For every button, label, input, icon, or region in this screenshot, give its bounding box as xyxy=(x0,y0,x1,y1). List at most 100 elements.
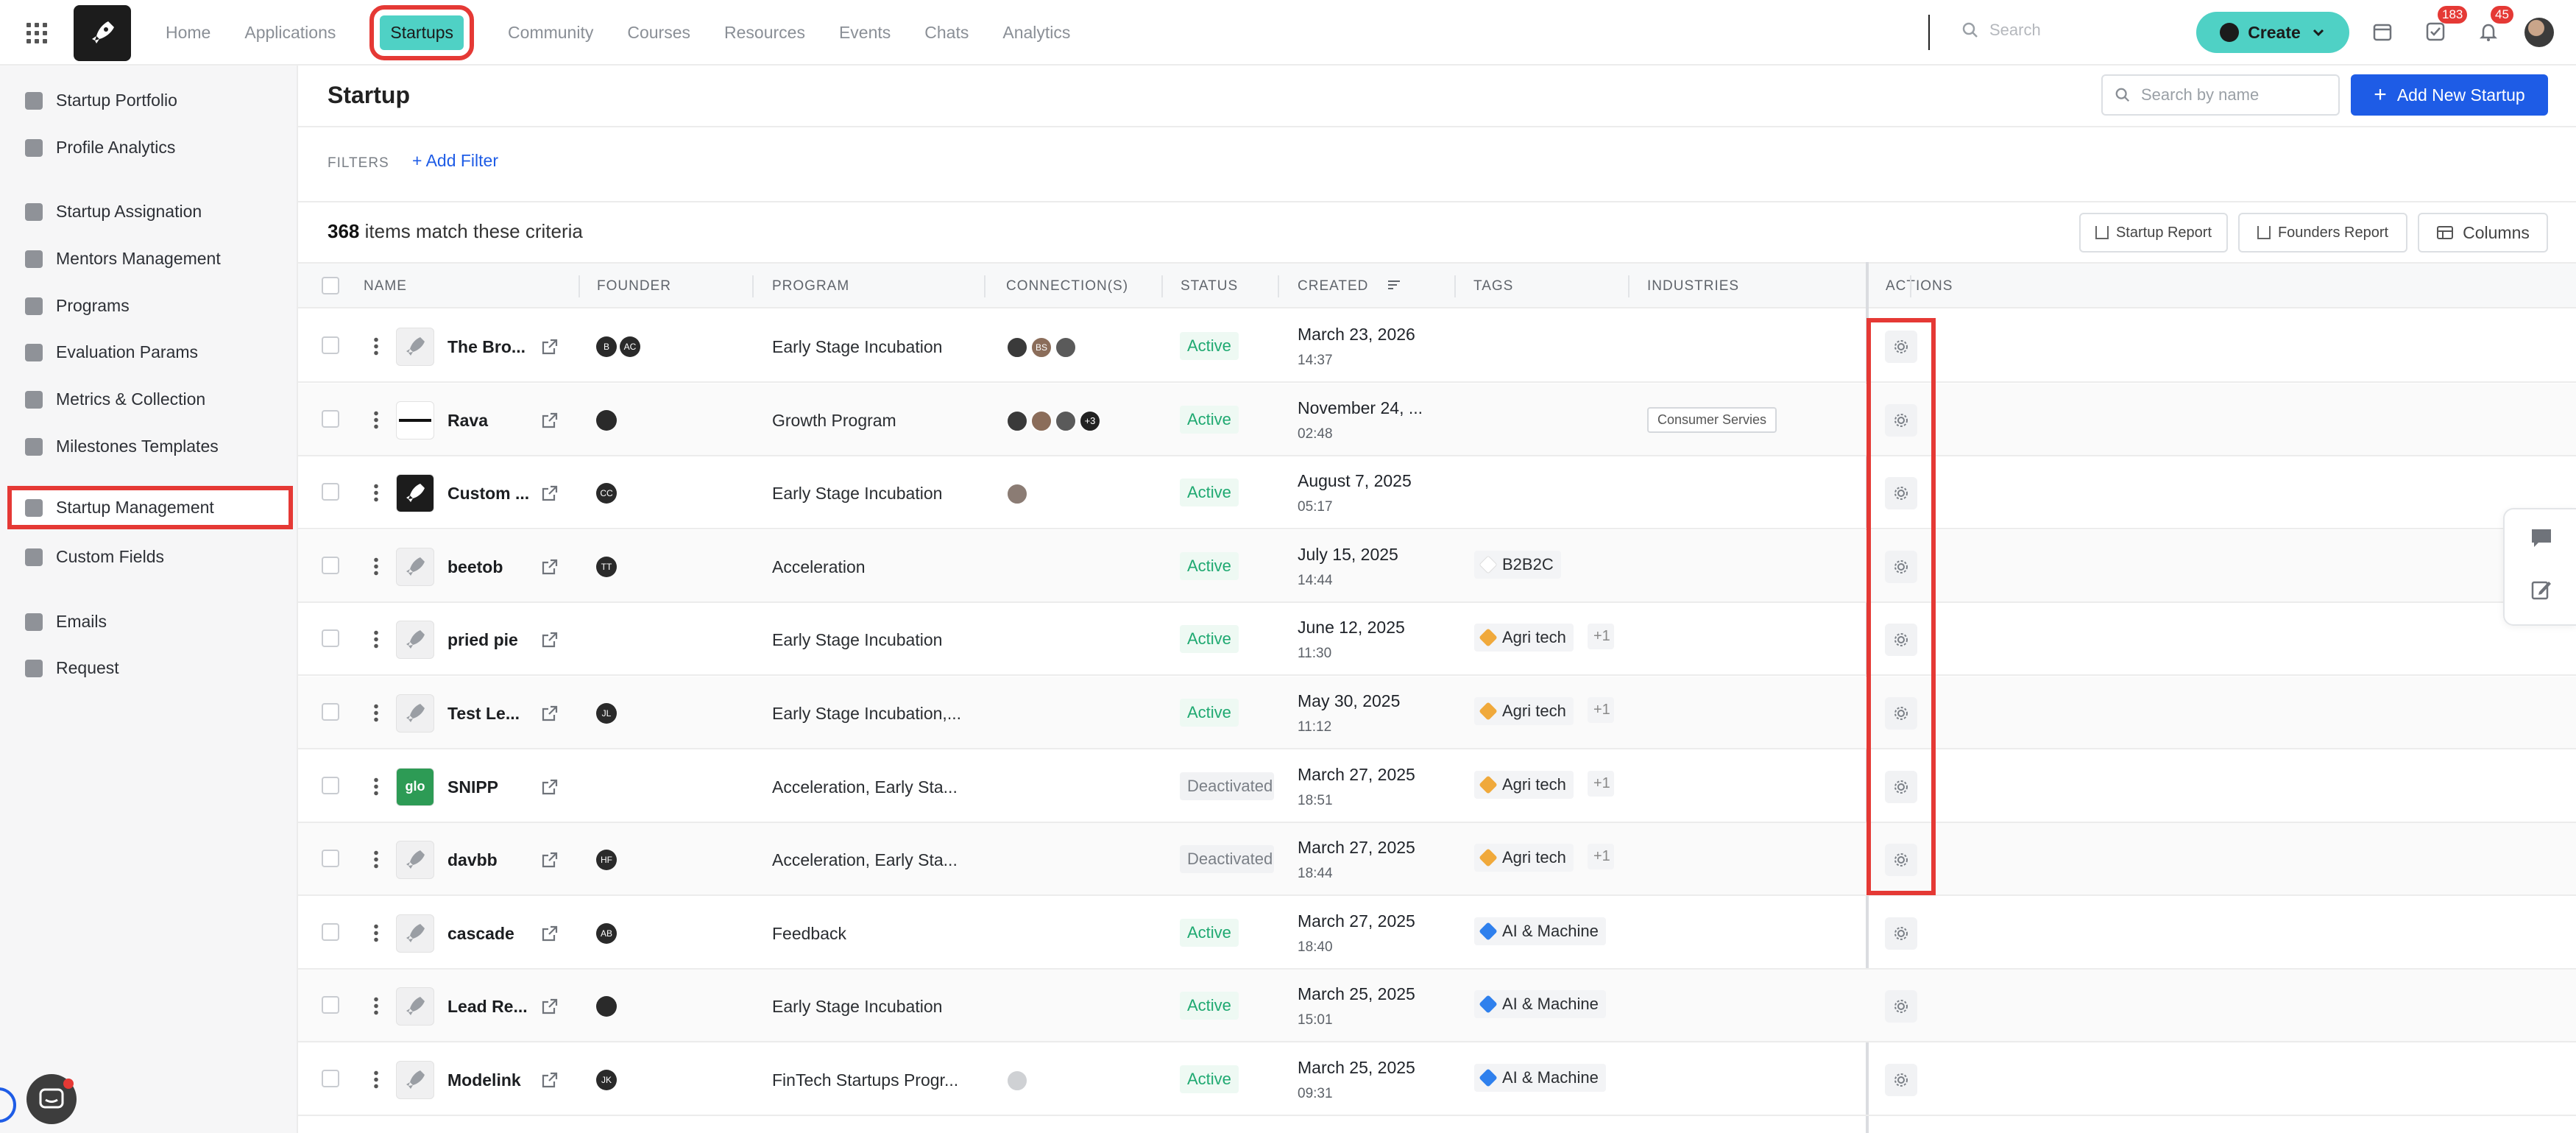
settings-gear-button[interactable] xyxy=(1885,697,1917,730)
connection-avatar[interactable] xyxy=(1030,409,1052,432)
founder-avatar[interactable]: TT xyxy=(596,556,617,577)
external-link-icon[interactable] xyxy=(541,338,559,356)
tag-more-badge[interactable]: +1 xyxy=(1588,770,1614,797)
founder-avatar[interactable]: AB xyxy=(596,922,617,944)
row-checkbox[interactable] xyxy=(322,629,339,648)
external-link-icon[interactable] xyxy=(541,484,559,502)
sidebar-item-emails[interactable]: Emails xyxy=(25,612,107,632)
tasks-icon[interactable]: 183 xyxy=(2423,6,2468,44)
external-link-icon[interactable] xyxy=(541,631,559,649)
sidebar-item-startup-management[interactable]: Startup Management xyxy=(7,486,293,529)
founder-avatar[interactable] xyxy=(596,409,617,431)
external-link-icon[interactable] xyxy=(541,558,559,576)
connection-avatar[interactable] xyxy=(1055,336,1077,359)
founder-avatar[interactable]: CC xyxy=(596,483,617,504)
tag-more-badge[interactable]: +1 xyxy=(1588,844,1614,870)
nav-item-analytics[interactable]: Analytics xyxy=(1002,23,1071,42)
row-checkbox[interactable] xyxy=(322,556,339,574)
startup-name-link[interactable]: Rava xyxy=(447,410,488,430)
column-header-created[interactable]: CREATED xyxy=(1298,278,1369,294)
connection-avatar[interactable] xyxy=(1006,483,1028,506)
row-menu-icon[interactable] xyxy=(374,1070,378,1089)
startup-name-link[interactable]: pried pie xyxy=(447,630,518,650)
row-checkbox[interactable] xyxy=(322,776,339,794)
connection-avatar[interactable]: BS xyxy=(1030,336,1052,359)
row-menu-icon[interactable] xyxy=(374,996,378,1016)
connection-avatar[interactable] xyxy=(1006,1070,1028,1092)
edit-icon[interactable] xyxy=(2530,579,2552,601)
row-menu-icon[interactable] xyxy=(374,703,378,722)
settings-gear-button[interactable] xyxy=(1885,990,1917,1023)
user-avatar[interactable] xyxy=(2524,18,2554,47)
nav-item-courses[interactable]: Courses xyxy=(627,23,691,42)
row-menu-icon[interactable] xyxy=(374,409,378,429)
startup-name-link[interactable]: Lead Re... xyxy=(447,997,528,1017)
columns-button[interactable]: Columns xyxy=(2418,213,2548,253)
startup-name-link[interactable]: davbb xyxy=(447,850,498,870)
settings-gear-button[interactable] xyxy=(1885,477,1917,510)
bell-icon[interactable]: 45 xyxy=(2476,6,2513,44)
search-by-name-input[interactable]: Search by name xyxy=(2101,74,2340,116)
nav-item-applications[interactable]: Applications xyxy=(244,23,336,42)
row-menu-icon[interactable] xyxy=(374,629,378,649)
external-link-icon[interactable] xyxy=(541,925,559,942)
row-menu-icon[interactable] xyxy=(374,776,378,796)
sidebar-item-evaluation-params[interactable]: Evaluation Params xyxy=(25,342,198,362)
create-button[interactable]: Create xyxy=(2196,12,2349,53)
nav-item-startups[interactable]: Startups xyxy=(369,5,475,60)
row-checkbox[interactable] xyxy=(322,703,339,721)
tag-more-badge[interactable]: +1 xyxy=(1588,624,1614,650)
startup-name-link[interactable]: beetob xyxy=(447,557,503,576)
founder-avatar[interactable]: B xyxy=(596,336,617,357)
connection-avatar[interactable] xyxy=(1006,336,1028,359)
calendar-icon[interactable] xyxy=(2370,19,2395,44)
startup-name-link[interactable]: Custom ... xyxy=(447,484,530,504)
sidebar-item-profile-analytics[interactable]: Profile Analytics xyxy=(25,138,175,158)
external-link-icon[interactable] xyxy=(541,412,559,429)
nav-item-chats[interactable]: Chats xyxy=(924,23,969,42)
row-checkbox[interactable] xyxy=(322,1070,339,1087)
row-checkbox[interactable] xyxy=(322,996,339,1014)
row-checkbox[interactable] xyxy=(322,409,339,428)
settings-gear-button[interactable] xyxy=(1885,917,1917,950)
more-connections-badge[interactable]: +3 xyxy=(1079,409,1101,432)
sidebar-item-programs[interactable]: Programs xyxy=(25,296,130,316)
connection-avatar[interactable] xyxy=(1055,409,1077,432)
founder-avatar[interactable]: HF xyxy=(596,850,617,871)
row-menu-icon[interactable] xyxy=(374,850,378,869)
startup-name-link[interactable]: Modelink xyxy=(447,1070,521,1090)
settings-gear-button[interactable] xyxy=(1885,331,1917,363)
tag-more-badge[interactable]: +1 xyxy=(1588,697,1614,723)
sidebar-item-startup-portfolio[interactable]: Startup Portfolio xyxy=(25,91,177,110)
nav-item-home[interactable]: Home xyxy=(166,23,211,42)
settings-gear-button[interactable] xyxy=(1885,844,1917,877)
nav-item-community[interactable]: Community xyxy=(508,23,594,42)
founder-avatar[interactable]: JL xyxy=(596,703,617,724)
external-link-icon[interactable] xyxy=(541,851,559,869)
apps-grid-icon[interactable] xyxy=(26,23,47,43)
row-checkbox[interactable] xyxy=(322,922,339,941)
settings-gear-button[interactable] xyxy=(1885,1064,1917,1096)
comment-icon[interactable] xyxy=(2530,527,2553,549)
sidebar-item-mentors-management[interactable]: Mentors Management xyxy=(25,249,221,269)
row-menu-icon[interactable] xyxy=(374,922,378,942)
add-filter-button[interactable]: + Add Filter xyxy=(412,151,498,171)
row-menu-icon[interactable] xyxy=(374,483,378,503)
row-menu-icon[interactable] xyxy=(374,336,378,356)
startup-name-link[interactable]: The Bro... xyxy=(447,337,526,356)
chat-widget-button[interactable] xyxy=(26,1074,77,1124)
global-search[interactable]: Search xyxy=(1961,21,2041,40)
external-link-icon[interactable] xyxy=(541,705,559,722)
startup-name-link[interactable]: Test Le... xyxy=(447,704,520,723)
external-link-icon[interactable] xyxy=(541,998,559,1015)
settings-gear-button[interactable] xyxy=(1885,550,1917,583)
row-checkbox[interactable] xyxy=(322,483,339,501)
add-new-startup-button[interactable]: + Add New Startup xyxy=(2351,74,2548,116)
nav-item-events[interactable]: Events xyxy=(838,23,891,42)
connection-avatar[interactable] xyxy=(1006,409,1028,432)
row-checkbox[interactable] xyxy=(322,336,339,354)
app-logo[interactable] xyxy=(74,5,131,61)
select-all-checkbox[interactable] xyxy=(322,277,339,294)
nav-item-resources[interactable]: Resources xyxy=(724,23,805,42)
settings-gear-button[interactable] xyxy=(1885,624,1917,657)
